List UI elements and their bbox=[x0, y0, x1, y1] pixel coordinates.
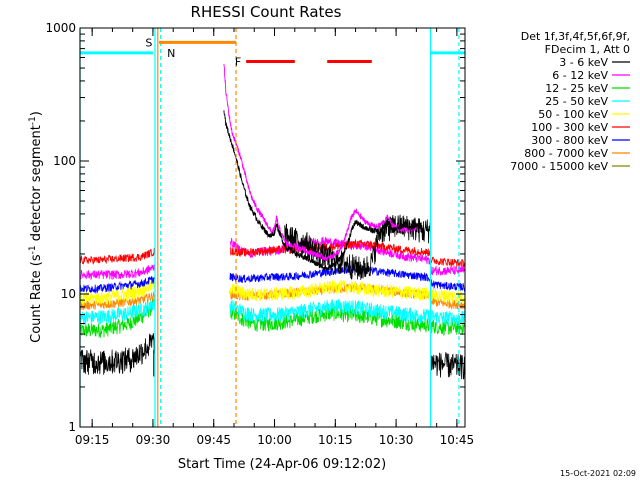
series-300-800-kev-post bbox=[229, 264, 431, 284]
x-tick-label: 10:45 bbox=[440, 433, 475, 447]
legend-label: 50 - 100 keV bbox=[538, 108, 608, 121]
marker-s: S bbox=[145, 36, 152, 49]
series-6-12-kev-tail bbox=[430, 264, 465, 276]
flare-3-6-kev bbox=[223, 110, 417, 271]
y-tick-label: 1 bbox=[68, 420, 76, 434]
series-100-300-kev-pre bbox=[80, 247, 156, 265]
series-50-100-kev-pre bbox=[80, 278, 156, 305]
timestamp: 15-Oct-2021 02:09 bbox=[560, 469, 636, 478]
x-tick-label: 10:30 bbox=[379, 433, 414, 447]
y-label-sup1: -1 bbox=[28, 245, 38, 254]
x-tick-label: 10:15 bbox=[318, 433, 353, 447]
series-25-50-kev-pre bbox=[80, 297, 156, 326]
legend-label: 300 - 800 keV bbox=[531, 134, 608, 147]
chart-title: RHESSI Count Rates bbox=[191, 3, 342, 21]
plot-frame bbox=[79, 27, 466, 428]
legend-header-line2: FDecim 1, Att 0 bbox=[545, 43, 630, 56]
series-100-300-kev-tail bbox=[430, 256, 465, 268]
series-3-6-kev-pre bbox=[80, 333, 156, 375]
legend-label: 6 - 12 keV bbox=[552, 69, 608, 82]
x-tick-label: 09:30 bbox=[136, 433, 171, 447]
y-label-main: Count Rate (s bbox=[29, 254, 44, 343]
y-tick-label: 1000 bbox=[45, 21, 76, 35]
y-tick-label: 10 bbox=[61, 287, 76, 301]
y-tick-label: 100 bbox=[53, 154, 76, 168]
y-label-end: ) bbox=[29, 111, 44, 116]
legend-label: 25 - 50 keV bbox=[545, 95, 608, 108]
series-6-12-kev-post bbox=[229, 236, 431, 265]
legend-label: 3 - 6 keV bbox=[559, 56, 608, 69]
x-tick-label: 09:45 bbox=[196, 433, 231, 447]
y-label-sup2: -1 bbox=[28, 116, 38, 125]
y-label-mid: detector segment bbox=[29, 125, 44, 245]
legend-label: 100 - 300 keV bbox=[531, 121, 608, 134]
legend-label: 800 - 7000 keV bbox=[524, 147, 608, 160]
x-tick-label: 10:00 bbox=[257, 433, 292, 447]
legend-label: 12 - 25 keV bbox=[545, 82, 608, 95]
series-800-7000-kev-pre bbox=[80, 291, 156, 310]
flare-6-12-kev bbox=[223, 63, 417, 262]
x-tick-label: 09:15 bbox=[75, 433, 110, 447]
series-12-25-kev-pre bbox=[80, 298, 156, 338]
series-50-100-kev-post bbox=[229, 280, 431, 302]
series-300-800-kev-pre bbox=[80, 275, 156, 295]
series-12-25-kev-post bbox=[229, 305, 431, 333]
marker-f: F bbox=[235, 55, 241, 68]
legend: Det 1f,3f,4f,5f,6f,9f, FDecim 1, Att 0 3… bbox=[510, 30, 630, 173]
series-3-6-kev-tail bbox=[430, 351, 465, 380]
series-6-12-kev-pre bbox=[80, 264, 156, 281]
legend-label: 7000 - 15000 keV bbox=[510, 160, 608, 173]
y-axis-label: Count Rate (s-1 detector segment-1) bbox=[28, 111, 44, 343]
series-25-50-kev-post bbox=[229, 298, 431, 324]
x-axis-label: Start Time (24-Apr-06 09:12:02) bbox=[178, 457, 386, 472]
marker-n: N bbox=[167, 47, 175, 60]
legend-header-line1: Det 1f,3f,4f,5f,6f,9f, bbox=[521, 30, 630, 43]
